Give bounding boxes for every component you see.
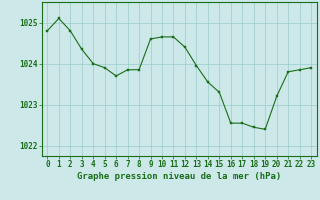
X-axis label: Graphe pression niveau de la mer (hPa): Graphe pression niveau de la mer (hPa) xyxy=(77,172,281,181)
